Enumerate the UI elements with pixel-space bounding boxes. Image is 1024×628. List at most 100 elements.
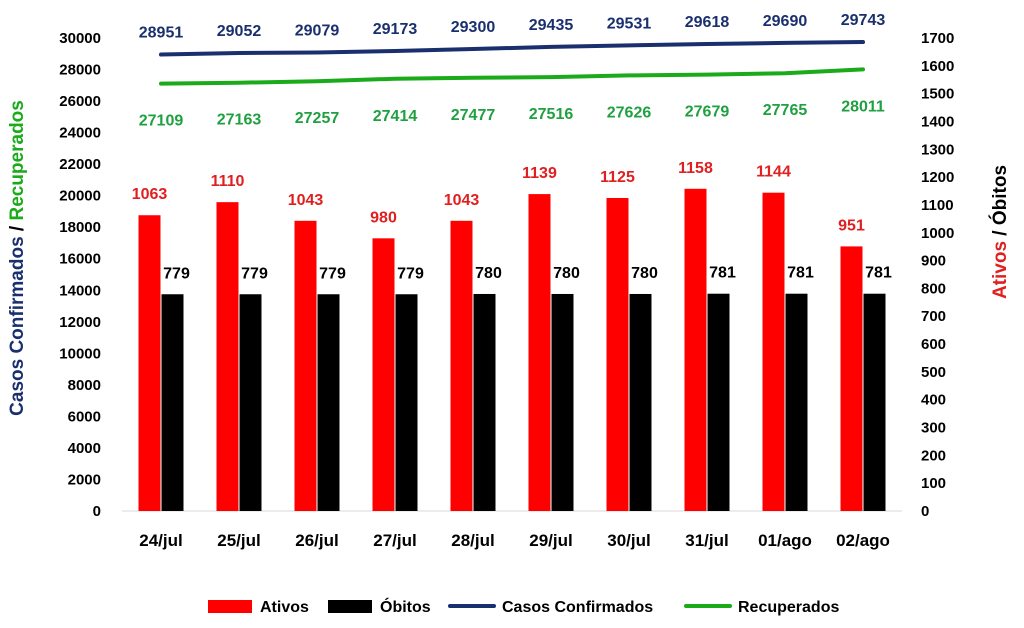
data-label-casos-confirmados: 29531 (607, 15, 652, 32)
y-left-tick-label: 24000 (59, 125, 101, 142)
y-right-axis-title: Ativos / Óbitos (989, 165, 1011, 299)
bar-ativos (216, 202, 239, 512)
bar-obitos (239, 294, 262, 511)
bar-obitos (629, 293, 652, 511)
y-right-tick-label: 600 (921, 336, 946, 353)
legend-label: Óbitos (380, 597, 431, 616)
y-left-axis-title: Casos Confirmados / Recuperados (7, 100, 28, 416)
x-tick-label: 29/jul (529, 531, 572, 550)
data-label-casos-confirmados: 28951 (139, 25, 184, 42)
y-right-tick-label: 800 (921, 280, 946, 297)
data-label-obitos: 781 (865, 265, 892, 282)
data-label-obitos: 779 (241, 265, 268, 282)
y-left-tick-label: 20000 (59, 188, 101, 205)
data-label-recuperados: 28011 (841, 98, 885, 115)
x-tick-label: 28/jul (451, 531, 494, 550)
data-label-ativos: 1110 (211, 173, 245, 190)
legend-item-recuperados: Recuperados (684, 599, 839, 616)
data-label-ativos: 1063 (132, 186, 168, 203)
legend-label: Ativos (260, 599, 309, 616)
y-right-tick-label: 1000 (921, 225, 954, 242)
data-label-ativos: 980 (370, 209, 397, 226)
y-left-tick-label: 6000 (68, 408, 101, 425)
y-left-tick-label: 30000 (59, 30, 101, 47)
data-label-obitos: 780 (553, 265, 580, 282)
y-right-tick-label: 1200 (921, 169, 954, 186)
bar-obitos (317, 294, 340, 511)
bar-obitos (395, 294, 418, 511)
y-right-tick-label: 900 (921, 253, 946, 270)
data-label-recuperados: 27477 (451, 107, 496, 124)
bar-ativos (606, 197, 629, 511)
data-label-casos-confirmados: 29690 (763, 13, 808, 30)
data-label-ativos: 1043 (288, 192, 324, 209)
y-right-tick-label: 1600 (921, 58, 954, 75)
axes: 0200040006000800010000120001400016000180… (7, 30, 1011, 550)
data-label-obitos: 781 (787, 265, 814, 282)
y-left-tick-label: 4000 (68, 440, 101, 457)
legend-item-ativos: Ativos (208, 599, 309, 616)
legend-item-casos-confirmados: Casos Confirmados (448, 599, 653, 616)
data-label-obitos: 779 (319, 265, 346, 282)
data-label-recuperados: 27109 (139, 113, 184, 130)
y-right-tick-label: 700 (921, 308, 946, 325)
data-label-obitos: 781 (709, 265, 736, 282)
data-label-casos-confirmados: 29052 (217, 23, 262, 40)
data-label-casos-confirmados: 29079 (295, 23, 340, 40)
bar-ativos (138, 215, 161, 511)
y-right-tick-label: 100 (921, 475, 946, 492)
bar-ativos (840, 246, 863, 511)
data-label-recuperados: 27679 (685, 104, 730, 121)
y-left-tick-label: 8000 (68, 377, 101, 394)
lines (159, 40, 865, 86)
legend-swatch (208, 600, 252, 613)
y-left-tick-label: 18000 (59, 219, 101, 236)
x-tick-label: 30/jul (607, 531, 650, 550)
legend-label: Casos Confirmados (502, 599, 653, 616)
y-right-tick-label: 200 (921, 447, 946, 464)
y-left-tick-label: 22000 (59, 156, 101, 173)
data-label-casos-confirmados: 29435 (529, 17, 574, 34)
data-label-obitos: 780 (475, 265, 502, 282)
y-right-tick-label: 0 (921, 503, 929, 520)
x-tick-label: 25/jul (217, 531, 260, 550)
data-label-ativos: 1139 (522, 165, 557, 182)
y-left-tick-label: 28000 (59, 62, 101, 79)
data-label-recuperados: 27163 (217, 112, 262, 129)
bar-ativos (528, 194, 551, 511)
x-tick-label: 01/ago (758, 531, 812, 550)
data-label-recuperados: 27516 (529, 106, 574, 123)
legend: Ativos Óbitos Casos Confirmados Recuperados (208, 597, 839, 616)
data-label-casos-confirmados: 29173 (373, 21, 418, 38)
y-right-tick-label: 400 (921, 392, 946, 409)
data-label-casos-confirmados: 29618 (685, 14, 730, 31)
x-tick-label: 02/ago (836, 531, 890, 550)
y-right-tick-label: 1300 (921, 141, 954, 158)
bars (138, 188, 886, 512)
x-tick-label: 26/jul (295, 531, 338, 550)
data-label-recuperados: 27626 (607, 104, 652, 121)
y-right-tick-label: 1700 (921, 30, 954, 47)
y-left-tick-label: 14000 (59, 282, 101, 299)
y-left-tick-label: 26000 (59, 93, 101, 110)
bar-obitos (551, 293, 574, 511)
data-label-recuperados: 27765 (763, 102, 808, 119)
legend-swatch (328, 600, 372, 613)
data-label-obitos: 780 (631, 265, 658, 282)
bar-ativos (762, 192, 785, 511)
y-left-tick-label: 16000 (59, 251, 101, 268)
bar-ativos (294, 220, 317, 511)
bar-obitos (473, 293, 496, 511)
data-label-ativos: 951 (838, 217, 865, 234)
y-right-tick-label: 300 (921, 420, 946, 437)
data-label-ativos: 1043 (444, 192, 480, 209)
x-tick-label: 24/jul (139, 531, 182, 550)
data-label-ativos: 1144 (756, 164, 791, 181)
y-right-tick-label: 1100 (921, 197, 954, 214)
legend-label: Recuperados (738, 599, 839, 616)
data-label-obitos: 779 (397, 265, 424, 282)
data-label-recuperados: 27414 (373, 108, 418, 125)
data-label-obitos: 779 (163, 265, 190, 282)
data-label-recuperados: 27257 (295, 110, 340, 127)
